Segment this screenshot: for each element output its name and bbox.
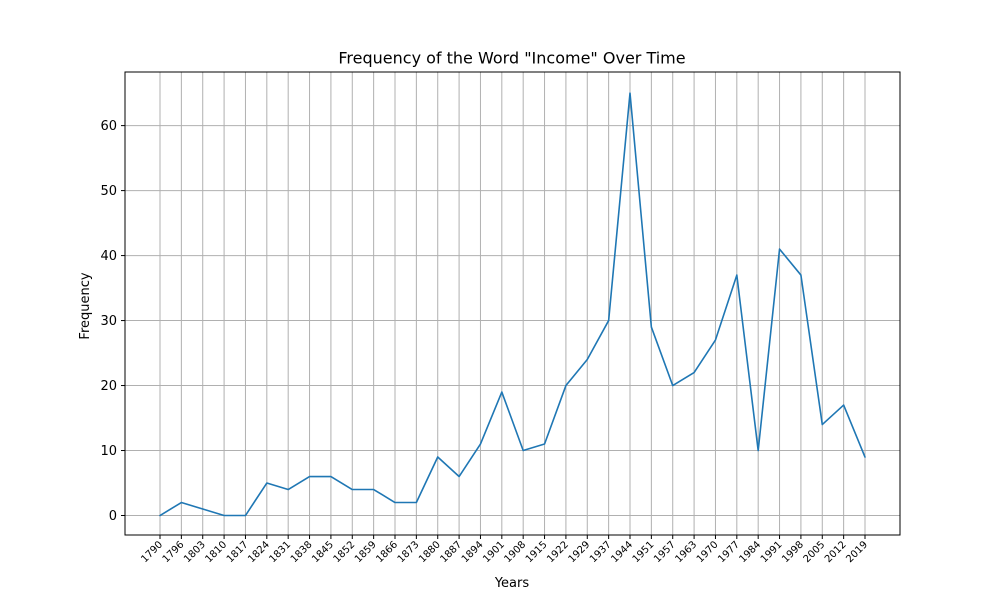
x-tick-label: 1852 — [332, 539, 358, 565]
x-tick-label: 1970 — [695, 539, 721, 565]
data-point — [672, 384, 674, 386]
data-point — [244, 514, 246, 516]
x-tick-label: 1998 — [780, 539, 806, 565]
series-layer — [159, 92, 866, 517]
y-tick-label: 10 — [100, 444, 117, 459]
chart-title: Frequency of the Word "Income" Over Time — [338, 49, 685, 68]
x-tick-label: 1873 — [396, 539, 422, 565]
data-point — [330, 475, 332, 477]
grid-lines — [125, 72, 900, 535]
y-tick-label: 0 — [109, 509, 117, 524]
x-tick-label: 1887 — [438, 539, 464, 565]
data-point — [565, 384, 567, 386]
x-tick-label: 1901 — [481, 539, 507, 565]
data-point — [372, 488, 374, 490]
data-point — [693, 371, 695, 373]
data-point — [629, 92, 631, 94]
x-tick-label: 1880 — [417, 539, 443, 565]
x-tick-label: 1908 — [503, 539, 529, 565]
data-point — [842, 404, 844, 406]
data-point — [159, 514, 161, 516]
x-tick-label: 2012 — [823, 539, 849, 565]
x-tick-label: 2019 — [844, 539, 870, 565]
x-tick-label: 1824 — [246, 539, 272, 565]
data-point — [607, 319, 609, 321]
x-tick-label: 1803 — [182, 539, 208, 565]
data-point — [394, 501, 396, 503]
data-point — [266, 482, 268, 484]
axis-ticks: 1790179618031810181718241831183818451852… — [100, 119, 870, 565]
x-tick-label: 1817 — [225, 539, 251, 565]
y-tick-label: 20 — [100, 379, 117, 394]
data-point — [223, 514, 225, 516]
data-point — [522, 449, 524, 451]
y-tick-label: 30 — [100, 314, 117, 329]
x-tick-label: 1977 — [716, 539, 742, 565]
y-axis-label: Frequency — [78, 272, 93, 339]
y-tick-label: 40 — [100, 249, 117, 264]
data-point — [586, 358, 588, 360]
data-point — [821, 423, 823, 425]
data-point — [757, 449, 759, 451]
data-point — [437, 456, 439, 458]
x-axis-label: Years — [494, 576, 530, 591]
data-point — [308, 475, 310, 477]
data-point — [351, 488, 353, 490]
plot-frame — [124, 71, 901, 536]
data-point — [650, 326, 652, 328]
x-tick-label: 1810 — [203, 539, 229, 565]
data-point — [287, 488, 289, 490]
data-point — [458, 475, 460, 477]
x-tick-label: 1790 — [139, 539, 165, 565]
data-point — [202, 508, 204, 510]
data-point — [501, 391, 503, 393]
data-point — [714, 339, 716, 341]
x-tick-label: 1957 — [652, 539, 678, 565]
data-point — [543, 443, 545, 445]
x-tick-label: 1963 — [673, 539, 699, 565]
x-tick-label: 1937 — [588, 539, 614, 565]
x-tick-label: 1796 — [161, 539, 187, 565]
data-point — [778, 248, 780, 250]
x-tick-label: 1951 — [631, 539, 657, 565]
series-line — [159, 92, 866, 517]
data-point — [736, 274, 738, 276]
data-point — [800, 274, 802, 276]
x-tick-label: 1929 — [567, 539, 593, 565]
x-tick-label: 1845 — [310, 539, 336, 565]
x-tick-label: 1831 — [268, 539, 294, 565]
x-tick-label: 1922 — [545, 539, 571, 565]
x-tick-label: 1838 — [289, 539, 315, 565]
x-tick-label: 1894 — [460, 539, 486, 565]
data-point — [479, 443, 481, 445]
x-tick-label: 2005 — [802, 539, 828, 565]
x-tick-label: 1859 — [353, 539, 379, 565]
data-point — [864, 456, 866, 458]
y-tick-label: 60 — [100, 119, 117, 134]
y-tick-label: 50 — [100, 184, 117, 199]
x-tick-label: 1991 — [759, 539, 785, 565]
x-tick-label: 1984 — [738, 539, 764, 565]
x-tick-label: 1944 — [609, 539, 635, 565]
x-tick-label: 1866 — [374, 539, 400, 565]
data-point — [415, 501, 417, 503]
data-point — [180, 501, 182, 503]
x-tick-label: 1915 — [524, 539, 550, 565]
